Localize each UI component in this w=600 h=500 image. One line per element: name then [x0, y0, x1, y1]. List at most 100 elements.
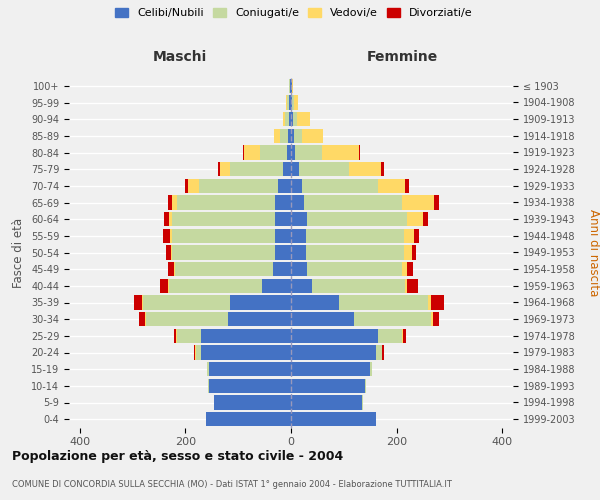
Bar: [289, 128, 291, 143]
Bar: [172, 212, 275, 226]
Bar: [274, 128, 280, 143]
Bar: [275, 196, 291, 209]
Bar: [230, 296, 291, 310]
Text: Femmine: Femmine: [367, 50, 437, 64]
Bar: [291, 112, 293, 126]
Bar: [283, 112, 285, 126]
Bar: [206, 412, 291, 426]
Bar: [412, 246, 416, 260]
Bar: [146, 312, 227, 326]
Bar: [295, 146, 322, 160]
Bar: [434, 196, 439, 209]
Bar: [142, 296, 143, 310]
Bar: [185, 179, 188, 193]
Bar: [292, 96, 293, 110]
Bar: [208, 362, 209, 376]
Bar: [196, 346, 201, 360]
Bar: [208, 379, 209, 393]
Bar: [402, 329, 403, 343]
Bar: [291, 262, 307, 276]
Text: Maschi: Maschi: [153, 50, 207, 64]
Bar: [218, 162, 220, 176]
Bar: [407, 278, 418, 293]
Bar: [404, 229, 414, 243]
Bar: [378, 329, 402, 343]
Bar: [291, 179, 302, 193]
Bar: [214, 396, 291, 409]
Bar: [230, 162, 283, 176]
Bar: [171, 246, 172, 260]
Bar: [433, 312, 439, 326]
Legend: Celibi/Nubili, Coniugati/e, Vedovi/e, Divorziati/e: Celibi/Nubili, Coniugati/e, Vedovi/e, Di…: [113, 6, 475, 20]
Bar: [220, 162, 230, 176]
Bar: [403, 329, 406, 343]
Bar: [307, 262, 402, 276]
Bar: [175, 262, 272, 276]
Bar: [376, 346, 382, 360]
Bar: [297, 112, 310, 126]
Bar: [304, 196, 402, 209]
Bar: [307, 212, 407, 226]
Bar: [139, 312, 145, 326]
Bar: [404, 246, 412, 260]
Bar: [291, 146, 295, 160]
Bar: [414, 229, 419, 243]
Bar: [272, 262, 291, 276]
Bar: [291, 128, 293, 143]
Bar: [299, 162, 349, 176]
Bar: [365, 379, 366, 393]
Bar: [201, 329, 291, 343]
Bar: [355, 312, 431, 326]
Bar: [431, 312, 433, 326]
Bar: [194, 346, 196, 360]
Y-axis label: Fasce di età: Fasce di età: [13, 218, 25, 288]
Bar: [169, 212, 172, 226]
Bar: [291, 329, 378, 343]
Bar: [163, 229, 170, 243]
Bar: [338, 296, 428, 310]
Bar: [201, 346, 291, 360]
Bar: [289, 112, 291, 126]
Bar: [134, 296, 142, 310]
Bar: [227, 312, 291, 326]
Bar: [145, 312, 146, 326]
Bar: [402, 262, 407, 276]
Bar: [291, 162, 299, 176]
Bar: [275, 246, 291, 260]
Bar: [291, 96, 292, 110]
Bar: [359, 146, 360, 160]
Bar: [370, 362, 372, 376]
Bar: [289, 78, 290, 93]
Bar: [209, 362, 291, 376]
Bar: [172, 196, 178, 209]
Bar: [169, 278, 262, 293]
Bar: [291, 278, 312, 293]
Bar: [285, 112, 289, 126]
Bar: [172, 246, 275, 260]
Bar: [178, 329, 201, 343]
Bar: [287, 146, 291, 160]
Bar: [291, 396, 362, 409]
Bar: [404, 179, 409, 193]
Bar: [176, 329, 178, 343]
Bar: [244, 146, 260, 160]
Bar: [280, 128, 289, 143]
Bar: [402, 196, 434, 209]
Bar: [170, 229, 172, 243]
Bar: [164, 212, 169, 226]
Bar: [407, 212, 423, 226]
Bar: [431, 296, 444, 310]
Bar: [291, 196, 304, 209]
Bar: [169, 262, 173, 276]
Bar: [172, 229, 275, 243]
Bar: [188, 179, 199, 193]
Bar: [306, 246, 404, 260]
Bar: [291, 246, 306, 260]
Bar: [291, 312, 355, 326]
Bar: [382, 346, 383, 360]
Bar: [306, 229, 404, 243]
Bar: [322, 146, 359, 160]
Bar: [275, 212, 291, 226]
Bar: [404, 278, 407, 293]
Bar: [260, 146, 287, 160]
